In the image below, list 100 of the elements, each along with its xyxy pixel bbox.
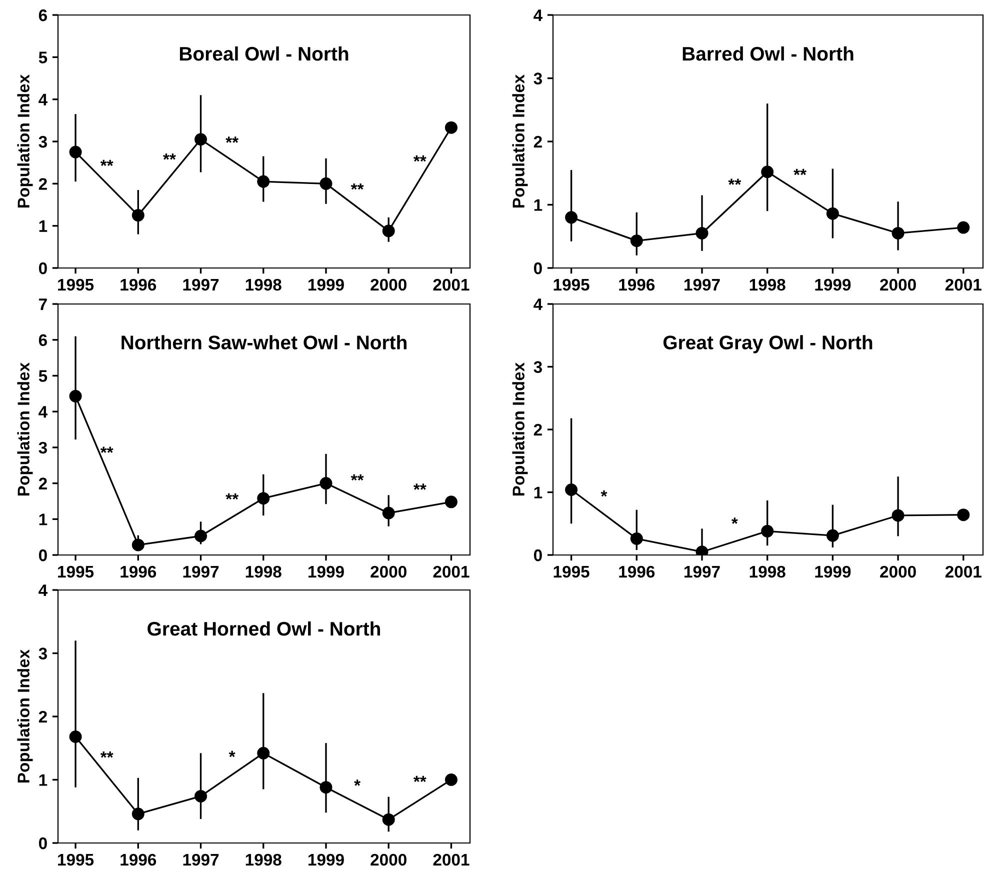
x-tick-label: 2001 <box>945 566 982 578</box>
point <box>957 508 970 522</box>
y-tick-label: 6 <box>38 9 47 22</box>
x-tick-label: 1995 <box>554 566 590 578</box>
y-tick-label: 1 <box>534 486 542 498</box>
annotation: ** <box>163 154 176 160</box>
x-tick-label: 2001 <box>433 278 470 291</box>
point <box>957 221 970 234</box>
point <box>382 813 395 826</box>
y-tick-label: 6 <box>38 334 47 346</box>
annotation: * <box>731 518 738 524</box>
point <box>194 530 208 542</box>
annotation: * <box>354 780 361 786</box>
point <box>444 774 458 786</box>
y-tick-label: 0 <box>38 837 47 850</box>
point <box>320 781 332 794</box>
x-tick-label: 1999 <box>308 854 344 866</box>
y-tick-label: 4 <box>38 584 48 596</box>
point <box>69 146 82 158</box>
x-tick-label: 2001 <box>433 566 470 578</box>
point <box>565 211 578 224</box>
annotation: ** <box>413 484 426 490</box>
point <box>194 790 208 802</box>
x-tick-label: 1998 <box>246 566 282 578</box>
annotation: ** <box>794 168 806 176</box>
y-tick-label: 2 <box>38 710 47 723</box>
point <box>696 226 708 240</box>
y-tick-label: 4 <box>38 94 48 106</box>
text: Great Gray Owl - North <box>663 335 872 354</box>
x-tick-label: 2001 <box>433 854 470 866</box>
y-axis-title: Population Index <box>17 649 33 783</box>
point <box>630 234 643 248</box>
annotation: * <box>600 490 608 497</box>
text: Northern Saw-whet Owl - North <box>122 335 406 350</box>
x-tick-label: 2000 <box>880 566 916 578</box>
point <box>132 808 144 820</box>
point <box>761 166 774 178</box>
point <box>444 496 458 508</box>
y-tick-label: 0 <box>38 549 47 562</box>
y-tick-label: 1 <box>39 514 48 526</box>
x-tick-label: 2000 <box>370 566 406 578</box>
x-tick-label: 1996 <box>120 278 156 291</box>
annotation: ** <box>226 136 239 143</box>
x-tick-label: 1999 <box>815 278 851 291</box>
x-tick-label: 1995 <box>58 566 94 578</box>
y-tick-label: 3 <box>534 72 542 84</box>
point <box>892 226 904 240</box>
point <box>320 177 332 190</box>
y-tick-label: 2 <box>534 136 542 148</box>
point <box>69 390 82 402</box>
y-tick-label: 4 <box>38 406 48 418</box>
y-tick-label: 3 <box>38 648 47 660</box>
point <box>132 538 144 552</box>
point <box>565 483 578 496</box>
text: Barred Owl - North <box>682 46 854 61</box>
x-tick-label: 1996 <box>619 278 655 291</box>
y-tick-label: 0 <box>534 262 542 274</box>
x-tick-label: 1995 <box>554 278 590 291</box>
x-tick-label: 1998 <box>750 566 786 578</box>
y-tick-label: 1 <box>534 199 542 211</box>
annotation: ** <box>413 155 426 162</box>
x-tick-label: 1996 <box>619 566 655 578</box>
x-tick-label: 1997 <box>183 566 219 578</box>
x-tick-label: 1998 <box>246 854 282 866</box>
x-tick-label: 1995 <box>58 278 94 291</box>
x-tick-label: 1998 <box>246 278 282 291</box>
annotation: ** <box>728 178 742 185</box>
x-tick-label: 2000 <box>370 278 406 291</box>
x-tick-label: 1997 <box>183 278 219 291</box>
point <box>630 532 643 545</box>
point <box>194 133 208 146</box>
y-tick-label: 0 <box>38 262 47 274</box>
y-tick-label: 3 <box>534 361 542 373</box>
y-axis-title: Population Index <box>512 362 528 496</box>
x-tick-label: 1999 <box>308 566 344 578</box>
point <box>69 730 82 743</box>
point <box>257 746 270 760</box>
y-tick-label: 5 <box>38 370 48 382</box>
y-tick-label: 4 <box>534 298 542 310</box>
annotation: ** <box>100 446 114 453</box>
point <box>382 224 395 238</box>
x-tick-label: 1998 <box>750 278 786 291</box>
annotation: ** <box>226 493 239 500</box>
y-axis-title: Population Index <box>512 74 528 208</box>
point <box>320 477 332 490</box>
x-tick-label: 1997 <box>684 566 720 578</box>
point <box>892 509 904 522</box>
point <box>826 207 839 220</box>
point <box>761 524 774 538</box>
y-tick-label: 1 <box>39 774 48 786</box>
annotation: ** <box>350 474 364 481</box>
y-tick-label: 7 <box>39 298 47 310</box>
y-tick-label: 3 <box>38 136 47 148</box>
y-axis-title: Population Index <box>17 362 33 496</box>
point <box>132 209 144 222</box>
y-tick-label: 1 <box>39 220 48 232</box>
y-axis-title: Population Index <box>17 74 33 208</box>
point <box>382 506 395 520</box>
text: Great Horned Owl - North <box>148 621 380 636</box>
y-tick-label: 2 <box>38 178 47 190</box>
